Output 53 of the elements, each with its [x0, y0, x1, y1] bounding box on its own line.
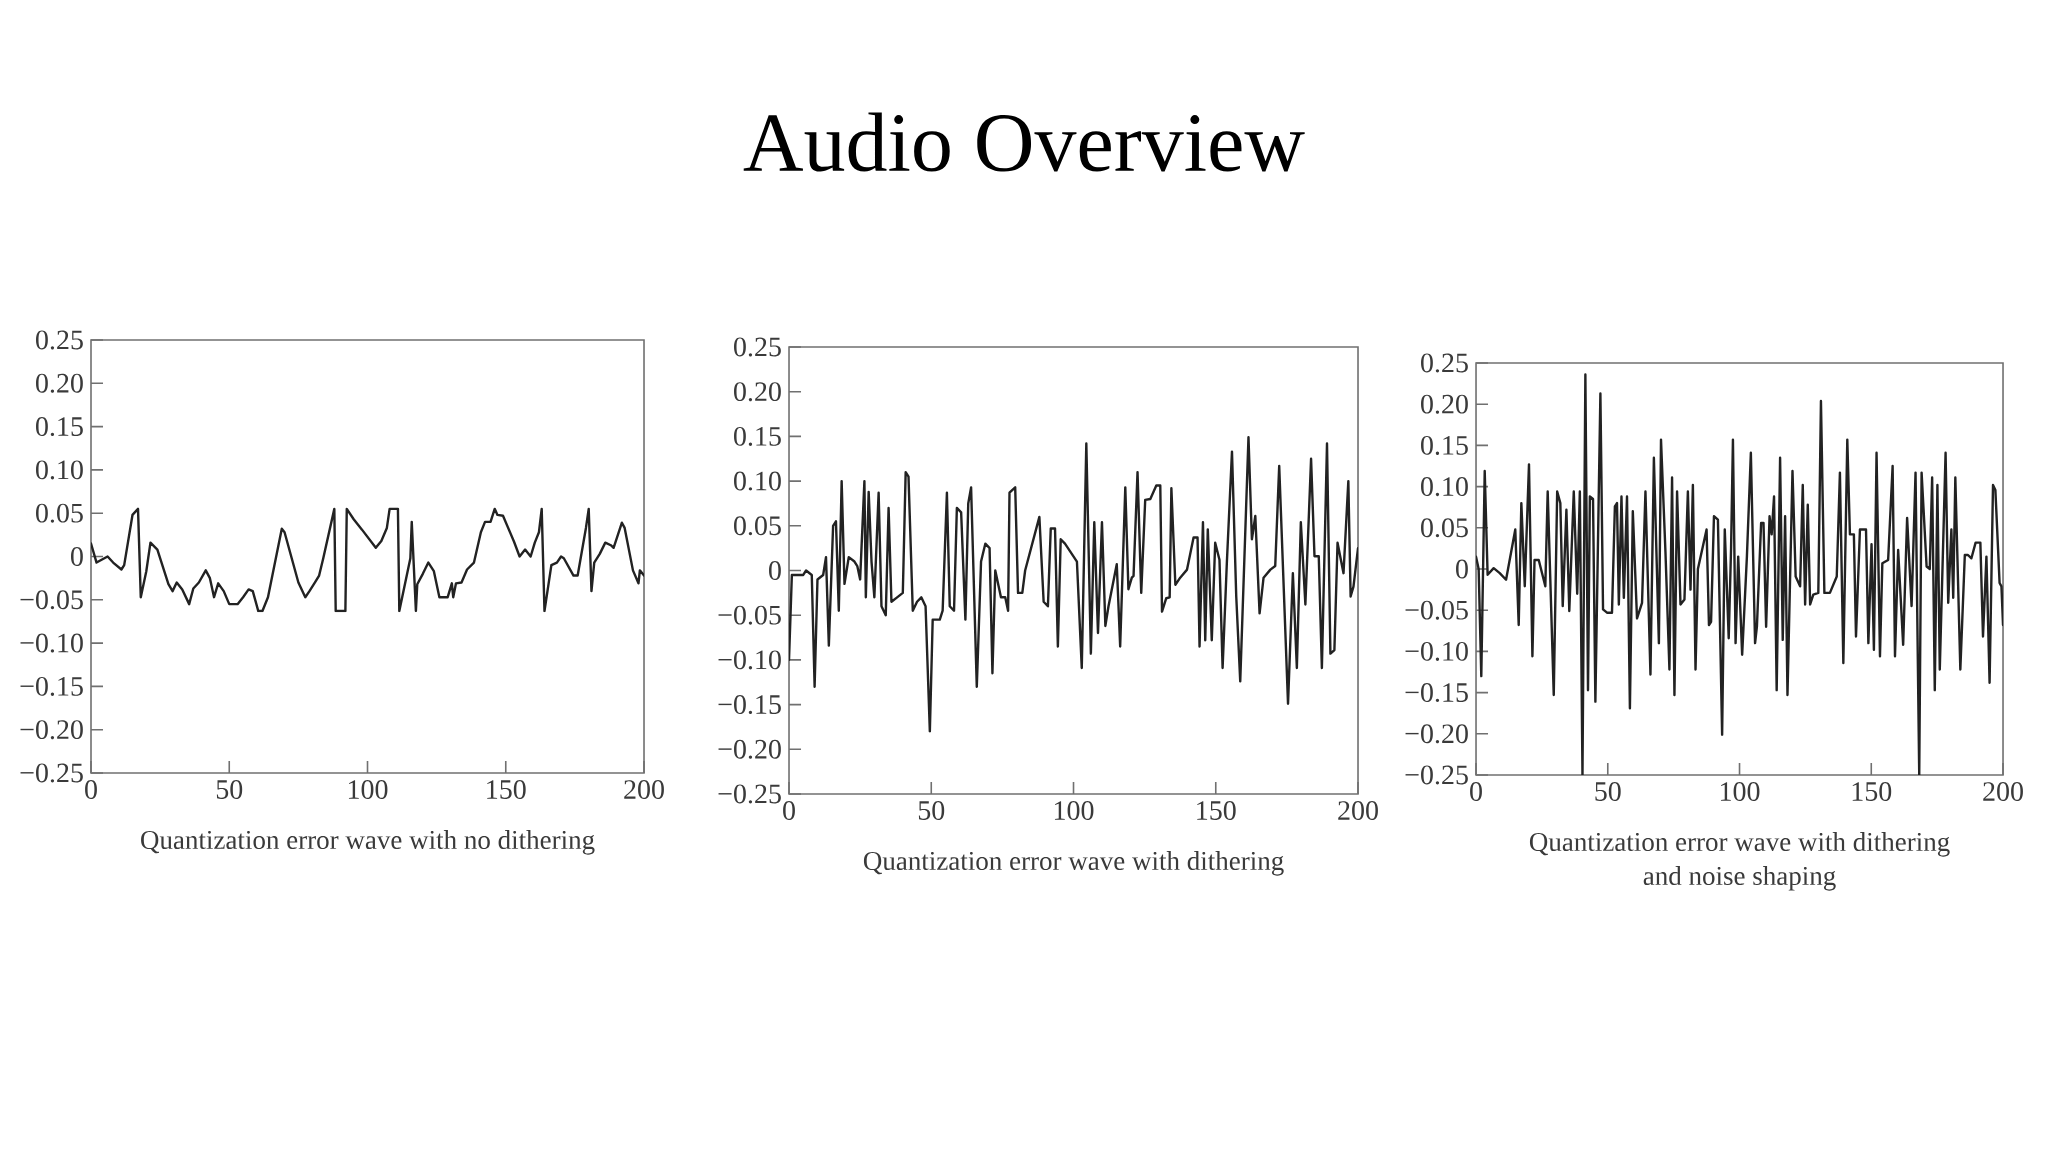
x-tick-label: 150 [1852, 782, 1892, 801]
x-tick-label: 50 [918, 801, 945, 820]
y-tick-label: −0.20 [718, 739, 781, 759]
x-tick-label: 100 [1720, 782, 1760, 801]
x-axis-title: Quantization error wave with dithering [863, 851, 1284, 876]
y-tick-label: −0.05 [718, 605, 781, 625]
y-tick-label: −0.10 [20, 633, 83, 653]
y-tick-label: −0.15 [20, 676, 83, 696]
x-tick-label: 200 [1338, 801, 1378, 820]
y-tick-label: −0.25 [20, 763, 83, 783]
x-tick-label: 0 [85, 780, 97, 799]
y-tick-label: 0 [769, 561, 781, 580]
x-tick-label: 150 [487, 780, 526, 799]
y-tick-label: −0.15 [1405, 683, 1468, 703]
y-tick-label: 0.15 [1421, 435, 1468, 455]
x-tick-label: 100 [1054, 801, 1094, 820]
y-tick-label: 0.20 [1421, 394, 1468, 414]
y-tick-label: −0.10 [718, 650, 781, 670]
x-tick-label: 50 [1595, 782, 1621, 801]
y-tick-label: 0.20 [36, 373, 83, 393]
y-tick-label: 0.05 [36, 503, 83, 523]
y-tick-label: 0 [71, 547, 83, 566]
chart-title: Audio Overview [743, 112, 1305, 172]
x-tick-label: 150 [1197, 801, 1236, 820]
x-tick-label: 0 [1470, 782, 1482, 801]
y-tick-label: 0.10 [734, 471, 781, 491]
y-tick-label: 0 [1456, 559, 1468, 579]
y-tick-label: −0.05 [20, 590, 83, 610]
x-tick-label: 0 [783, 801, 795, 820]
y-tick-label: −0.15 [718, 695, 781, 715]
x-axis-title: Quantization error wave with no dithering [141, 830, 595, 855]
x-tick-label: 200 [624, 780, 664, 799]
x-tick-label: 50 [216, 780, 243, 799]
y-tick-label: −0.25 [1405, 765, 1468, 785]
line-series [789, 436, 1359, 733]
y-tick-label: 0.25 [36, 330, 83, 350]
y-tick-label: 0.05 [1421, 518, 1468, 538]
x-tick-label: 200 [1983, 782, 2023, 801]
x-tick-label: 100 [348, 780, 388, 799]
x-axis-title: Quantization error wave with dithering and noise shaping [1529, 832, 1950, 891]
y-tick-label: 0.10 [1421, 477, 1468, 497]
y-tick-label: 0.15 [36, 417, 83, 437]
y-tick-label: 0.15 [734, 426, 781, 446]
y-tick-label: −0.20 [20, 720, 83, 740]
y-tick-label: 0.25 [734, 337, 781, 357]
y-tick-label: −0.05 [1405, 600, 1468, 620]
y-tick-label: 0.10 [36, 460, 83, 480]
y-tick-label: 0.05 [734, 516, 781, 536]
y-tick-label: −0.20 [1405, 724, 1468, 744]
y-tick-label: 0.25 [1421, 353, 1468, 373]
y-tick-label: −0.10 [1405, 641, 1468, 661]
y-tick-label: −0.25 [718, 784, 781, 804]
y-tick-label: 0.20 [734, 382, 781, 402]
